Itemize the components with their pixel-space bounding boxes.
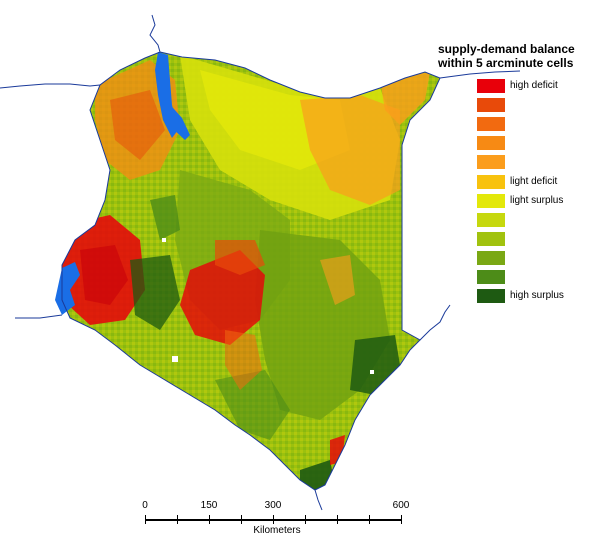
scale-tick: [145, 515, 146, 524]
scale-tick-label-0: 0: [142, 500, 148, 511]
scale-tick: [337, 515, 338, 524]
scale-tick-label-150: 150: [200, 500, 218, 511]
scale-tick-label-600: 600: [392, 500, 410, 511]
legend-swatch: [477, 212, 505, 227]
legend-label: high surplus: [510, 290, 564, 302]
scale-unit-label: Kilometers: [253, 525, 301, 536]
scale-bar: 0 150 300 600 Kilometers: [134, 500, 424, 540]
legend-title-line1: supply-demand balance: [438, 42, 575, 56]
scale-tick: [401, 515, 402, 524]
legend-swatch: [477, 155, 505, 170]
legend-title: supply-demand balance within 5 arcminute…: [438, 42, 588, 70]
scale-tick: [369, 515, 370, 524]
legend-title-line2: within 5 arcminute cells: [438, 56, 574, 70]
scale-tick: [177, 515, 178, 524]
scale-tick: [209, 515, 210, 524]
scale-tick: [241, 515, 242, 524]
legend-swatch: [477, 193, 505, 208]
legend-swatch: [477, 98, 505, 113]
legend-swatch: [477, 289, 505, 304]
legend-swatch: [477, 174, 505, 189]
legend-label: high deficit: [510, 80, 558, 91]
country-border: [61, 51, 441, 491]
legend-swatch: [477, 270, 505, 284]
legend-swatch: [477, 117, 505, 132]
scale-tick-label-300: 300: [264, 500, 282, 511]
legend-label: light surplus: [510, 194, 564, 206]
scale-tick: [273, 515, 274, 524]
legend-swatch: [477, 79, 505, 93]
legend: supply-demand balance within 5 arcminute…: [438, 42, 588, 304]
lake-victoria: [55, 262, 80, 315]
legend-swatch: [477, 231, 505, 246]
legend-swatch: [477, 136, 505, 151]
legend-label: light deficit: [510, 175, 558, 187]
legend-swatch: [477, 250, 505, 265]
scale-tick: [305, 515, 306, 524]
